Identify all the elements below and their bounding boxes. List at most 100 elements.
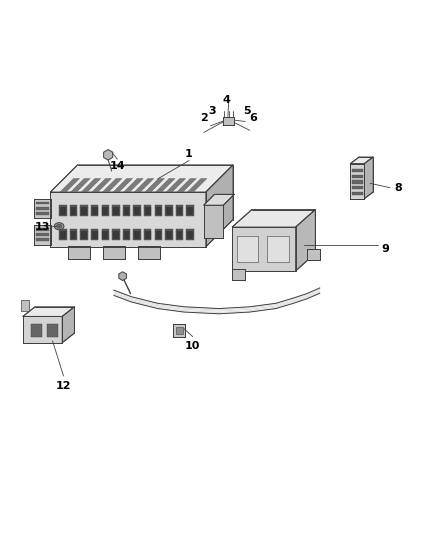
Polygon shape bbox=[92, 231, 98, 239]
Polygon shape bbox=[21, 300, 29, 311]
Polygon shape bbox=[62, 307, 74, 343]
Polygon shape bbox=[81, 207, 87, 215]
Polygon shape bbox=[232, 269, 245, 280]
Polygon shape bbox=[124, 207, 129, 215]
Polygon shape bbox=[102, 205, 109, 216]
Polygon shape bbox=[103, 246, 125, 259]
Polygon shape bbox=[102, 179, 122, 192]
Polygon shape bbox=[187, 205, 194, 216]
Polygon shape bbox=[123, 205, 130, 216]
Polygon shape bbox=[112, 205, 120, 216]
Ellipse shape bbox=[57, 224, 62, 228]
Polygon shape bbox=[70, 229, 77, 240]
Polygon shape bbox=[50, 165, 233, 192]
Polygon shape bbox=[166, 179, 186, 192]
Text: 4: 4 bbox=[223, 95, 231, 106]
Polygon shape bbox=[352, 180, 363, 184]
Polygon shape bbox=[23, 317, 62, 343]
Polygon shape bbox=[177, 207, 182, 215]
Polygon shape bbox=[91, 205, 99, 216]
Polygon shape bbox=[134, 229, 141, 240]
Polygon shape bbox=[204, 205, 223, 238]
Text: 10: 10 bbox=[185, 341, 201, 351]
Text: 9: 9 bbox=[381, 244, 389, 254]
Text: 2: 2 bbox=[200, 112, 208, 123]
Polygon shape bbox=[176, 205, 183, 216]
Polygon shape bbox=[187, 229, 194, 240]
Polygon shape bbox=[68, 246, 90, 259]
Polygon shape bbox=[80, 205, 88, 216]
Polygon shape bbox=[144, 229, 152, 240]
Polygon shape bbox=[112, 229, 120, 240]
Polygon shape bbox=[36, 207, 49, 209]
Polygon shape bbox=[113, 207, 119, 215]
Polygon shape bbox=[267, 236, 289, 262]
Polygon shape bbox=[155, 229, 162, 240]
Polygon shape bbox=[138, 246, 160, 259]
Text: 14: 14 bbox=[110, 160, 125, 171]
Polygon shape bbox=[350, 157, 373, 164]
Text: 12: 12 bbox=[56, 381, 71, 391]
Polygon shape bbox=[104, 150, 113, 160]
Text: 5: 5 bbox=[243, 106, 251, 116]
Polygon shape bbox=[81, 231, 87, 239]
Polygon shape bbox=[173, 324, 185, 336]
Polygon shape bbox=[102, 207, 108, 215]
Polygon shape bbox=[50, 192, 206, 247]
Text: 13: 13 bbox=[35, 222, 50, 232]
Polygon shape bbox=[145, 179, 165, 192]
Polygon shape bbox=[134, 205, 141, 216]
Polygon shape bbox=[80, 229, 88, 240]
Polygon shape bbox=[134, 207, 140, 215]
Text: 3: 3 bbox=[208, 106, 216, 116]
Polygon shape bbox=[187, 231, 193, 239]
Polygon shape bbox=[364, 157, 373, 199]
Polygon shape bbox=[134, 179, 154, 192]
Polygon shape bbox=[119, 272, 127, 280]
Polygon shape bbox=[36, 233, 49, 236]
Polygon shape bbox=[307, 249, 320, 260]
Polygon shape bbox=[232, 209, 315, 227]
Polygon shape bbox=[352, 174, 363, 178]
Polygon shape bbox=[232, 227, 296, 271]
Polygon shape bbox=[204, 195, 234, 205]
Polygon shape bbox=[60, 231, 66, 239]
Polygon shape bbox=[296, 209, 315, 271]
Polygon shape bbox=[350, 164, 364, 199]
Polygon shape bbox=[59, 229, 67, 240]
Polygon shape bbox=[155, 179, 175, 192]
Polygon shape bbox=[237, 236, 258, 262]
Polygon shape bbox=[176, 327, 183, 334]
Polygon shape bbox=[102, 229, 109, 240]
Text: 1: 1 bbox=[184, 149, 192, 159]
Text: 8: 8 bbox=[394, 183, 402, 192]
Polygon shape bbox=[187, 207, 193, 215]
Polygon shape bbox=[71, 179, 90, 192]
Polygon shape bbox=[134, 231, 140, 239]
Polygon shape bbox=[81, 179, 101, 192]
Polygon shape bbox=[34, 199, 51, 219]
Polygon shape bbox=[71, 207, 76, 215]
Polygon shape bbox=[223, 117, 234, 125]
Polygon shape bbox=[70, 205, 77, 216]
Polygon shape bbox=[352, 169, 363, 172]
Polygon shape bbox=[177, 231, 182, 239]
Polygon shape bbox=[113, 231, 119, 239]
Polygon shape bbox=[92, 179, 111, 192]
Polygon shape bbox=[124, 231, 129, 239]
Polygon shape bbox=[102, 231, 108, 239]
Polygon shape bbox=[59, 205, 67, 216]
Polygon shape bbox=[36, 201, 49, 204]
Polygon shape bbox=[155, 231, 161, 239]
Text: 6: 6 bbox=[250, 112, 258, 123]
Polygon shape bbox=[352, 186, 363, 189]
Polygon shape bbox=[145, 207, 151, 215]
Polygon shape bbox=[60, 207, 66, 215]
Polygon shape bbox=[165, 205, 173, 216]
Polygon shape bbox=[165, 229, 173, 240]
Polygon shape bbox=[144, 205, 152, 216]
Polygon shape bbox=[31, 324, 42, 337]
Polygon shape bbox=[113, 179, 133, 192]
Polygon shape bbox=[91, 229, 99, 240]
Polygon shape bbox=[155, 205, 162, 216]
